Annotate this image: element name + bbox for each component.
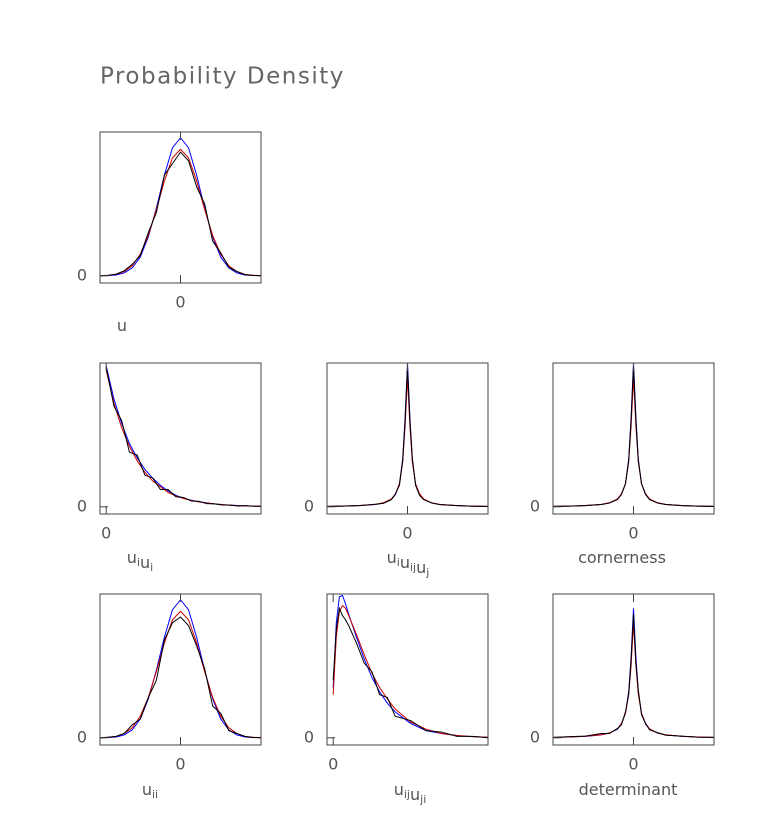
label-base: u	[394, 780, 404, 799]
panel-frame	[99, 362, 262, 515]
axis-label: uiui	[127, 548, 153, 575]
curve	[553, 622, 714, 738]
curve	[327, 367, 488, 508]
curve	[100, 136, 261, 277]
label-base: u	[416, 558, 426, 577]
label-base: u	[410, 785, 420, 804]
axis-label: uiuijuj	[387, 548, 430, 580]
curve	[100, 148, 261, 277]
x-tick-label: 0	[328, 755, 338, 774]
axis-label: uijuji	[394, 780, 427, 807]
label-subscript: j	[425, 566, 429, 579]
curve	[553, 614, 714, 739]
y-tick-label: 0	[530, 727, 540, 746]
x-tick-label: 0	[175, 755, 185, 774]
plot-area	[553, 363, 714, 507]
y-tick-label: 0	[530, 496, 540, 515]
label-base: u	[142, 780, 152, 799]
curve	[100, 598, 261, 739]
axis-label: determinant	[579, 780, 678, 799]
curve	[327, 377, 488, 507]
label-subscript: i	[137, 556, 140, 569]
label-base: u	[400, 553, 410, 572]
curve	[332, 606, 488, 739]
label-subscript: ii	[152, 788, 158, 801]
plot-area	[100, 136, 261, 277]
curve	[332, 604, 488, 738]
plot-area	[327, 363, 488, 508]
curve	[100, 610, 261, 739]
figure-title: Probability Density	[100, 64, 345, 90]
curve	[105, 370, 261, 507]
label-subscript: ij	[410, 561, 416, 574]
panel-frame	[99, 131, 262, 284]
plot-area	[553, 608, 714, 739]
label-subscript: ij	[404, 788, 410, 801]
x-tick-label: 0	[628, 524, 638, 543]
y-tick-label: 0	[304, 496, 314, 515]
plot-area	[105, 365, 261, 507]
curve	[100, 616, 261, 739]
x-tick-label: 0	[628, 755, 638, 774]
plot-area	[332, 594, 488, 739]
y-tick-label: 0	[77, 265, 87, 284]
label-base: u	[127, 548, 137, 567]
x-tick-label: 0	[101, 524, 111, 543]
label-subscript: i	[150, 561, 153, 574]
x-tick-label: 0	[402, 524, 412, 543]
curve	[105, 365, 261, 507]
axis-label: u	[117, 316, 127, 335]
panel: 0 0 u	[77, 131, 262, 335]
axis-label: cornerness	[578, 548, 666, 567]
curve	[553, 377, 714, 507]
axis-label: uii	[142, 780, 158, 802]
curve	[100, 151, 261, 277]
plot-area	[100, 598, 261, 739]
label-base: determinant	[579, 780, 678, 799]
curve	[105, 367, 261, 507]
curve	[332, 594, 488, 738]
panel-frame	[326, 593, 489, 746]
panel: 0 0 cornerness	[530, 362, 715, 567]
panel: 0 0 uii	[77, 593, 262, 802]
y-tick-label: 0	[77, 496, 87, 515]
y-tick-label: 0	[304, 727, 314, 746]
label-base: cornerness	[578, 548, 666, 567]
label-subscript: ji	[419, 793, 426, 806]
panel: 0 0 determinant	[530, 593, 715, 799]
label-base: u	[140, 553, 150, 572]
y-tick-label: 0	[77, 727, 87, 746]
label-base: u	[387, 548, 397, 567]
label-base: u	[117, 316, 127, 335]
label-subscript: i	[397, 556, 400, 569]
x-tick-label: 0	[175, 293, 185, 312]
